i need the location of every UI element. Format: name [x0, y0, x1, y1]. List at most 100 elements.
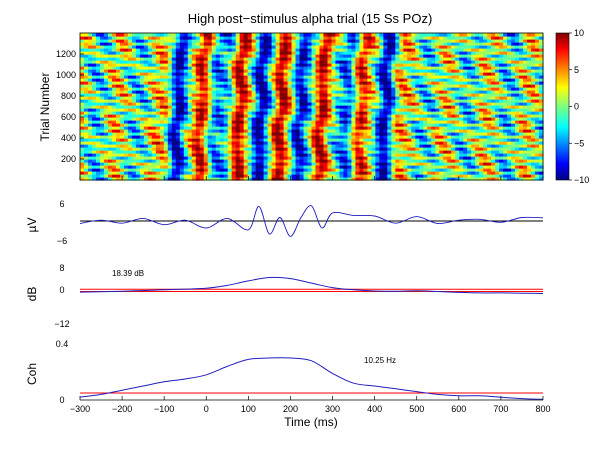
heatmap-cell [235, 168, 241, 172]
heatmap-cell [299, 129, 305, 133]
heatmap-cell [451, 129, 456, 133]
heatmap-cell [347, 156, 353, 160]
heatmap-cell [95, 78, 101, 82]
heatmap-cell [263, 57, 269, 61]
heatmap-cell [107, 159, 113, 163]
heatmap-cell [159, 117, 165, 121]
heatmap-cell [427, 63, 432, 67]
heatmap-cell [235, 102, 241, 106]
heatmap-cell [283, 54, 289, 58]
heatmap-cell [451, 99, 456, 103]
heatmap-cell [83, 150, 89, 154]
heatmap-cell [287, 168, 293, 172]
heatmap-cell [443, 126, 448, 130]
heatmap-cell [287, 147, 293, 151]
heatmap-cell [439, 141, 444, 145]
heatmap-cell [411, 102, 416, 106]
heatmap-cell [151, 60, 157, 64]
heatmap-cell [395, 51, 400, 55]
heatmap-cell [247, 63, 253, 67]
heatmap-cell [415, 108, 420, 112]
heatmap-cell [159, 108, 165, 112]
heatmap-cell [463, 141, 468, 145]
heatmap-cell [139, 60, 145, 64]
heatmap-cell [80, 60, 85, 64]
heatmap-cell [251, 51, 257, 55]
heatmap-cell [307, 162, 313, 166]
heatmap-cell [99, 165, 105, 169]
heatmap-cell [423, 126, 428, 130]
heatmap-cell [115, 171, 121, 175]
heatmap-cell [403, 57, 408, 61]
heatmap-cell [283, 153, 289, 157]
heatmap-cell [283, 75, 289, 79]
heatmap-cell [423, 93, 428, 97]
heatmap-cell [211, 84, 217, 88]
heatmap-cell [171, 171, 177, 175]
heatmap-cell [219, 168, 225, 172]
heatmap-cell [171, 123, 177, 127]
heatmap-cell [223, 78, 229, 82]
heatmap-cell [399, 75, 404, 79]
heatmap-cell [355, 81, 360, 85]
heatmap-cell [247, 144, 253, 148]
heatmap-cell [463, 126, 468, 130]
heatmap-cell [319, 96, 325, 100]
heatmap-cell [91, 78, 97, 82]
heatmap-cell [255, 87, 261, 91]
heatmap-cell [207, 102, 213, 106]
heatmap-cell [219, 153, 225, 157]
heatmap-cell [87, 120, 93, 124]
heatmap-cell [239, 114, 245, 118]
heatmap-cell [459, 114, 464, 118]
heatmap-cell [339, 144, 345, 148]
heatmap-cell [371, 90, 376, 94]
heatmap-cell [499, 72, 504, 76]
heatmap-cell [531, 159, 536, 163]
heatmap-cell [115, 96, 121, 100]
heatmap-cell [523, 57, 528, 61]
heatmap-cell [279, 156, 285, 160]
heatmap-cell [387, 69, 392, 73]
heatmap-cell [179, 156, 185, 160]
heatmap-cell [107, 90, 113, 94]
heatmap-cell [395, 69, 400, 73]
heatmap-cell [331, 165, 337, 169]
heatmap-cell [375, 84, 380, 88]
heatmap-cell [279, 126, 285, 130]
heatmap-cell [419, 162, 424, 166]
heatmap-cell [80, 129, 85, 133]
heatmap-cell [131, 126, 137, 130]
heatmap-cell [103, 153, 109, 157]
heatmap-cell [367, 87, 372, 91]
heatmap-cell [435, 129, 440, 133]
heatmap-cell [507, 84, 512, 88]
heatmap-cell [291, 135, 297, 139]
heatmap-cell [467, 144, 472, 148]
heatmap-cell [423, 153, 428, 157]
heatmap-cell [351, 171, 356, 175]
heatmap-cell [143, 132, 149, 136]
heatmap-cell [351, 174, 356, 178]
heatmap-cell [203, 159, 209, 163]
heatmap-cell [139, 99, 145, 103]
heatmap-cell [455, 177, 460, 181]
heatmap-cell [271, 72, 277, 76]
heatmap-cell [239, 177, 245, 181]
heatmap-cell [275, 66, 281, 70]
heatmap-cell [287, 117, 293, 121]
heatmap-cell [443, 174, 448, 178]
heatmap-cell [527, 129, 532, 133]
heatmap-cell [387, 126, 392, 130]
heatmap-cell [387, 102, 392, 106]
heatmap-cell [255, 168, 261, 172]
heatmap-cell [191, 60, 197, 64]
heatmap-cell [299, 57, 305, 61]
heatmap-cell [91, 102, 97, 106]
heatmap-cell [179, 129, 185, 133]
heatmap-cell [407, 144, 412, 148]
heatmap-cell [455, 105, 460, 109]
heatmap-cell [259, 54, 265, 58]
heatmap-cell [471, 165, 476, 169]
heatmap-cell [515, 138, 520, 142]
